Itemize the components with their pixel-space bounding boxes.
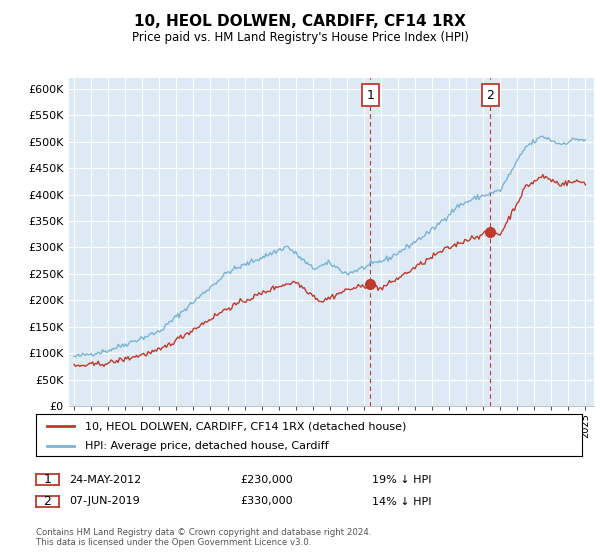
Text: HPI: Average price, detached house, Cardiff: HPI: Average price, detached house, Card… xyxy=(85,441,329,451)
Text: 10, HEOL DOLWEN, CARDIFF, CF14 1RX: 10, HEOL DOLWEN, CARDIFF, CF14 1RX xyxy=(134,14,466,29)
Text: 24-MAY-2012: 24-MAY-2012 xyxy=(69,475,141,484)
Text: 07-JUN-2019: 07-JUN-2019 xyxy=(69,497,140,506)
Text: 1: 1 xyxy=(367,89,374,102)
Text: Price paid vs. HM Land Registry's House Price Index (HPI): Price paid vs. HM Land Registry's House … xyxy=(131,31,469,44)
Text: 2: 2 xyxy=(487,89,494,102)
Text: 10, HEOL DOLWEN, CARDIFF, CF14 1RX (detached house): 10, HEOL DOLWEN, CARDIFF, CF14 1RX (deta… xyxy=(85,421,407,431)
Text: 19% ↓ HPI: 19% ↓ HPI xyxy=(372,475,431,484)
Text: 14% ↓ HPI: 14% ↓ HPI xyxy=(372,497,431,506)
Text: 2: 2 xyxy=(43,495,52,508)
Text: Contains HM Land Registry data © Crown copyright and database right 2024.
This d: Contains HM Land Registry data © Crown c… xyxy=(36,528,371,547)
Text: £330,000: £330,000 xyxy=(240,497,293,506)
Text: £230,000: £230,000 xyxy=(240,475,293,484)
Text: 1: 1 xyxy=(43,473,52,486)
